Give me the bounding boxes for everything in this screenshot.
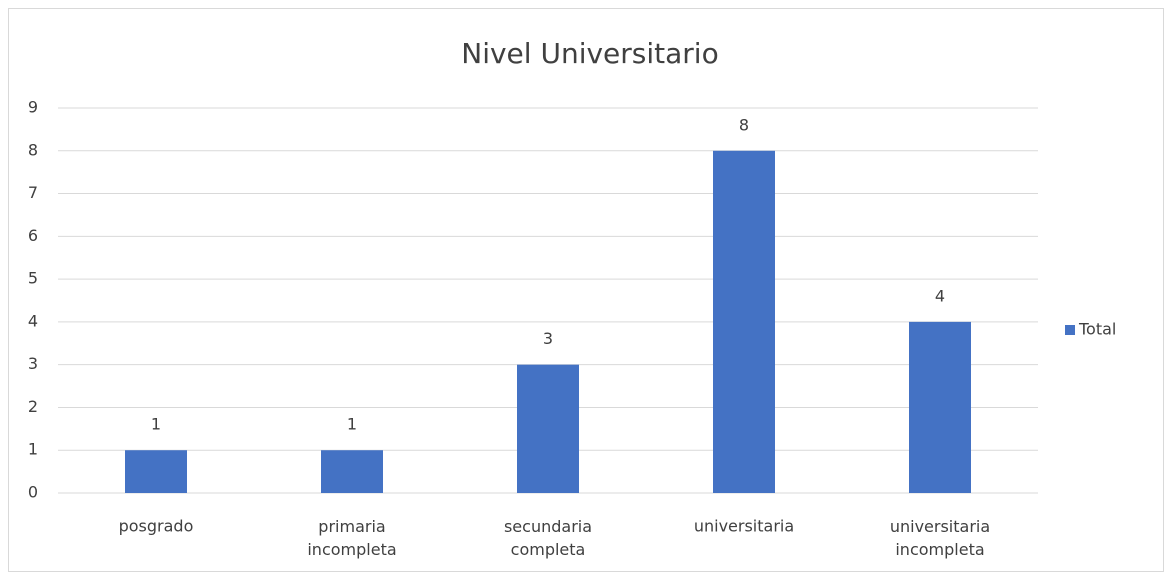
bar xyxy=(517,364,579,493)
y-tick-label: 4 xyxy=(28,311,38,330)
data-label: 1 xyxy=(151,415,161,434)
bar xyxy=(125,450,187,493)
legend-swatch xyxy=(1065,325,1075,335)
x-tick-label: universitaria xyxy=(694,517,794,536)
y-tick-label: 0 xyxy=(28,483,38,502)
data-label: 4 xyxy=(935,286,945,305)
y-tick-label: 7 xyxy=(28,183,38,202)
x-tick-label: secundaria completa xyxy=(504,517,592,559)
y-tick-label: 3 xyxy=(28,354,38,373)
chart-title: Nivel Universitario xyxy=(461,37,718,70)
y-tick-label: 2 xyxy=(28,397,38,416)
y-tick-label: 8 xyxy=(28,140,38,159)
y-tick-label: 6 xyxy=(28,226,38,245)
bar xyxy=(909,321,971,493)
x-tick-label: universitaria incompleta xyxy=(890,517,990,559)
y-tick-label: 9 xyxy=(28,98,38,117)
legend-label: Total xyxy=(1078,320,1116,339)
y-tick-label: 5 xyxy=(28,269,38,288)
data-label: 1 xyxy=(347,415,357,434)
x-tick-label: posgrado xyxy=(119,517,194,536)
x-tick-label: primaria incompleta xyxy=(307,517,396,559)
bar xyxy=(321,450,383,493)
data-label: 3 xyxy=(543,329,553,348)
y-tick-label: 1 xyxy=(28,440,38,459)
bar xyxy=(713,150,775,493)
data-label: 8 xyxy=(739,115,749,134)
